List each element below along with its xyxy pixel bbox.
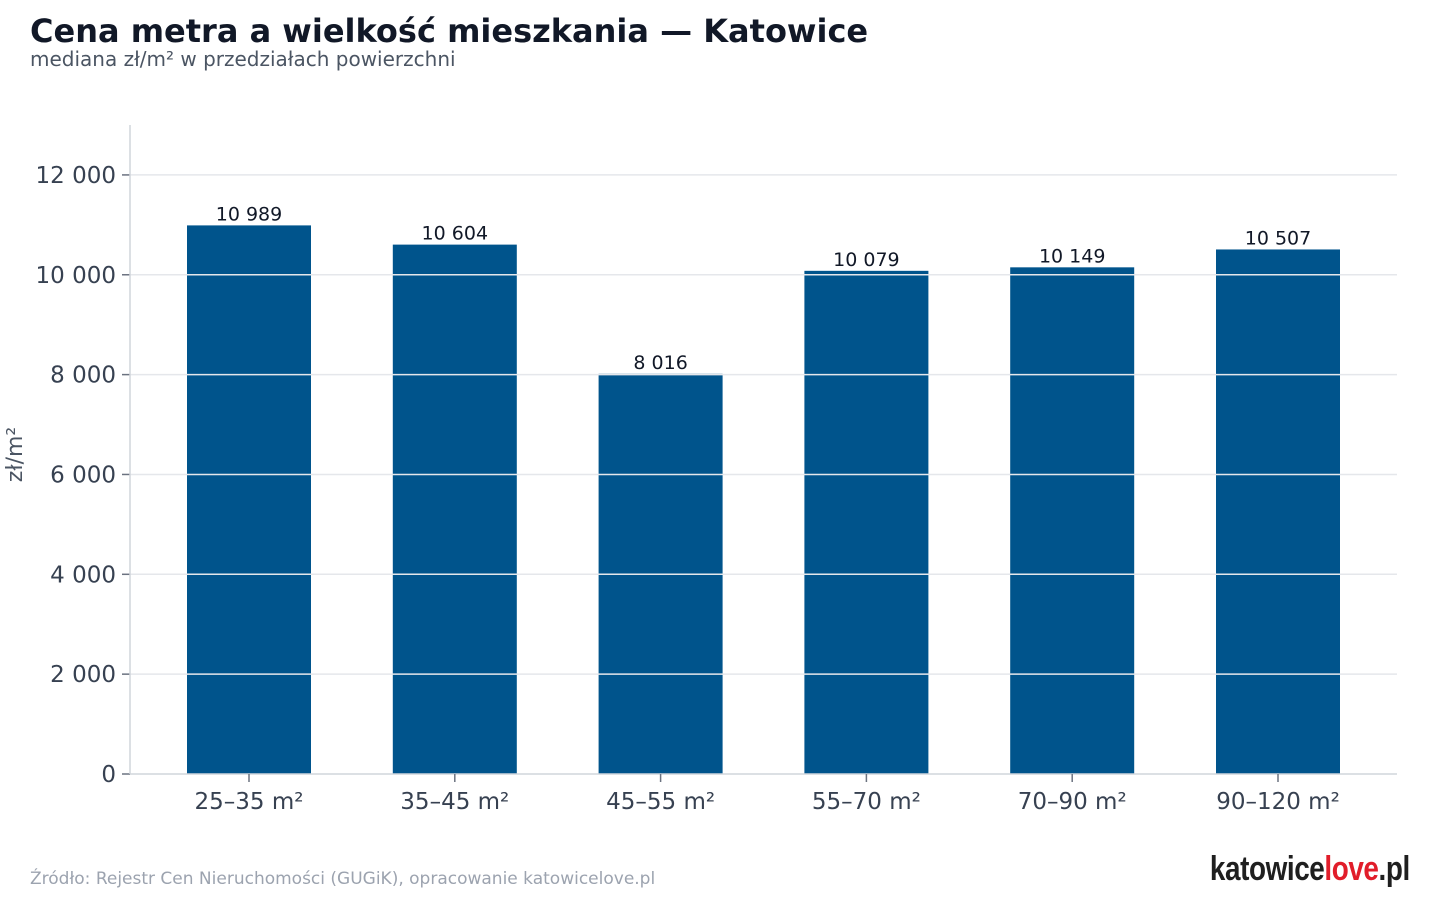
y-tick-label: 6 000 bbox=[50, 462, 116, 488]
chart-title: Cena metra a wielkość mieszkania — Katow… bbox=[30, 12, 869, 50]
y-axis-title: zł/m² bbox=[3, 427, 28, 482]
logo-text-katowice: katowice bbox=[1210, 850, 1325, 888]
y-tick-label: 10 000 bbox=[36, 263, 116, 289]
bar bbox=[392, 244, 517, 774]
y-tick-label: 8 000 bbox=[50, 363, 116, 389]
x-tick-label: 25–35 m² bbox=[195, 789, 304, 815]
bar-value-label: 10 149 bbox=[1039, 245, 1105, 267]
logo-text-pl: .pl bbox=[1378, 850, 1411, 888]
x-tick-label: 90–120 m² bbox=[1216, 789, 1340, 815]
bar-value-label: 10 079 bbox=[833, 249, 899, 271]
bar-value-label: 8 016 bbox=[633, 352, 687, 374]
katowicelove-logo: katowicelove.pl bbox=[1210, 850, 1410, 889]
x-tick-label: 55–70 m² bbox=[812, 789, 921, 815]
bar bbox=[804, 270, 929, 774]
bar-value-label: 10 604 bbox=[422, 223, 488, 245]
bar-value-label: 10 989 bbox=[216, 203, 282, 225]
bar-value-label: 10 507 bbox=[1245, 227, 1311, 249]
y-tick-label: 12 000 bbox=[36, 163, 116, 189]
chart-subtitle: mediana zł/m² w przedziałach powierzchni bbox=[30, 47, 456, 71]
x-tick-label: 35–45 m² bbox=[400, 789, 509, 815]
x-tick-label: 45–55 m² bbox=[606, 789, 715, 815]
bar bbox=[1216, 249, 1340, 774]
logo-text-love: love bbox=[1324, 850, 1380, 888]
bar bbox=[1010, 267, 1135, 774]
bar bbox=[187, 225, 311, 774]
x-tick-label: 70–90 m² bbox=[1018, 789, 1127, 815]
y-tick-label: 2 000 bbox=[50, 662, 116, 688]
y-tick-label: 4 000 bbox=[50, 562, 116, 588]
y-tick-label: 0 bbox=[101, 762, 116, 788]
source-note: Źródło: Rejestr Cen Nieruchomości (GUGiK… bbox=[30, 869, 656, 889]
